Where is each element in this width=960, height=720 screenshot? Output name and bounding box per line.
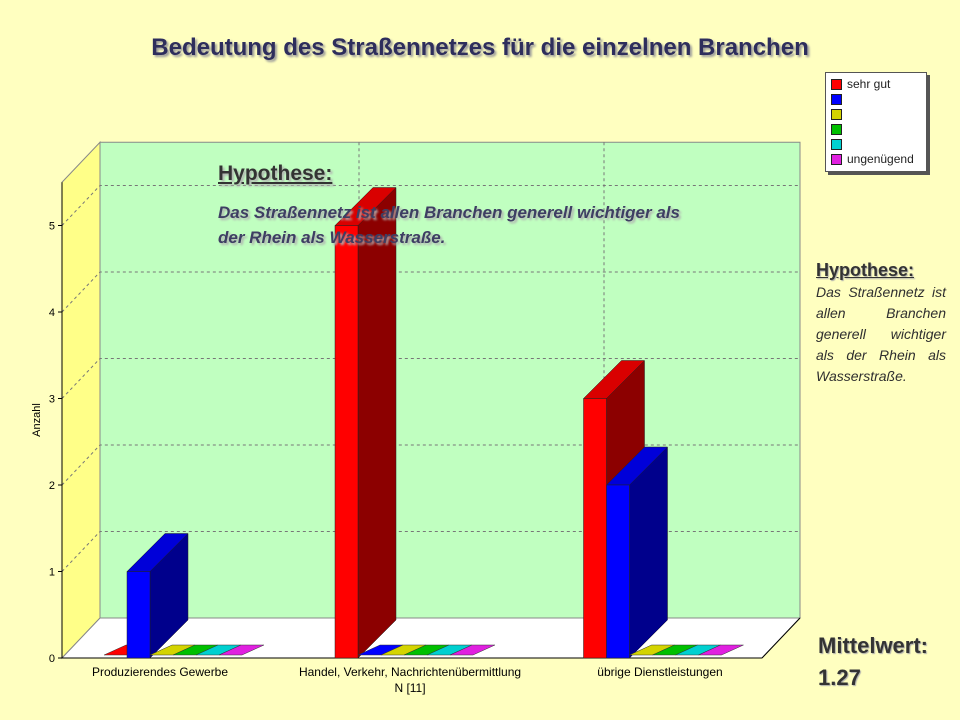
legend-label: sehr gut <box>847 77 891 91</box>
bar-ungenügend-g1 <box>449 644 496 656</box>
legend-item <box>831 122 847 136</box>
chart-title: Bedeutung des Straßennetzes für die einz… <box>151 34 809 61</box>
y-tick-label: 5 <box>49 221 55 233</box>
y-tick-label: 1 <box>49 567 55 579</box>
y-axis-label: Anzahl <box>31 403 43 437</box>
legend-swatch <box>831 78 842 90</box>
y-tick-label: 3 <box>49 394 55 406</box>
x-tick-label: Handel, Verkehr, Nachrichtenübermittlung <box>299 665 521 679</box>
legend-label: ungenügend <box>847 152 914 166</box>
legend-swatch <box>831 108 842 120</box>
inline-hypothesis-title: Hypothese: <box>218 162 333 185</box>
y-gridline <box>61 271 800 313</box>
legend: sehr gut ungenügend <box>825 72 927 172</box>
x-axis-label: N [11] <box>394 681 425 695</box>
legend-item <box>831 107 847 121</box>
legend-swatch <box>831 93 842 105</box>
legend-swatch <box>831 123 842 135</box>
bar-sehr gut-g2 <box>583 398 607 659</box>
legend-item <box>831 92 847 106</box>
x-tick-label: Produzierendes Gewerbe <box>92 665 228 679</box>
x-axis-depth <box>761 617 801 659</box>
mean-label: Mittelwert: <box>818 633 928 658</box>
legend-item <box>831 137 847 151</box>
y-tick-label: 2 <box>49 480 55 492</box>
mean-box: Mittelwert: 1.27 <box>818 630 958 694</box>
x-tick-label: übrige Dienstleistungen <box>597 665 722 679</box>
y-tick-label: 0 <box>49 653 55 665</box>
legend-swatch <box>831 138 842 150</box>
bar-sehr gut-g1 <box>334 225 359 659</box>
bar-side <box>357 186 397 659</box>
side-hypothesis: Hypothese: Das Straßennetz ist allen Bra… <box>816 258 946 387</box>
mean-value: 1.27 <box>818 665 861 690</box>
bar-series1-g0 <box>126 571 151 659</box>
y-gridline <box>61 531 800 572</box>
legend-swatch <box>831 153 842 165</box>
side-hypothesis-title: Hypothese: <box>816 260 915 280</box>
legend-item: ungenügend <box>831 152 914 166</box>
bar-ungenügend-g0 <box>218 644 265 656</box>
legend-item: sehr gut <box>831 77 890 91</box>
y-gridline <box>61 444 800 486</box>
y-gridline <box>61 185 800 226</box>
y-tick-label: 4 <box>49 307 55 319</box>
side-hypothesis-text: Das Straßennetz ist allen Branchen gener… <box>816 284 946 384</box>
bar-ungenügend-g2 <box>698 644 744 656</box>
inline-hypothesis-text: Das Straßennetz ist allen Branchen gener… <box>218 203 680 247</box>
y-gridline <box>61 358 800 399</box>
inline-hypothesis: Hypothese: Das Straßennetz ist allen Bra… <box>218 162 688 250</box>
bar-series1-g2 <box>606 484 630 659</box>
